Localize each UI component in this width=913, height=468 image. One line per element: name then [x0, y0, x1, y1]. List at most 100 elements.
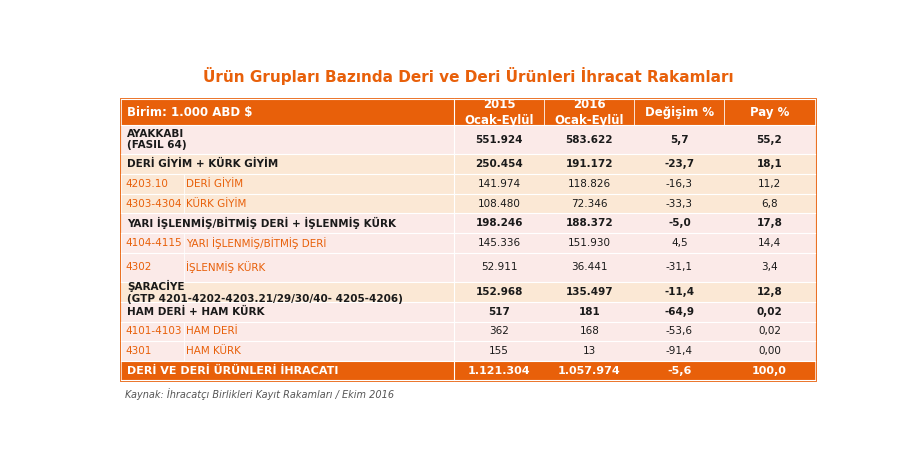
- Text: 3,4: 3,4: [761, 263, 778, 272]
- Text: 4104-4115: 4104-4115: [125, 238, 182, 248]
- FancyBboxPatch shape: [184, 253, 454, 282]
- FancyBboxPatch shape: [121, 282, 814, 302]
- FancyBboxPatch shape: [121, 253, 814, 282]
- Text: HAM KÜRK: HAM KÜRK: [186, 346, 241, 356]
- Text: 12,8: 12,8: [757, 287, 782, 297]
- FancyBboxPatch shape: [121, 253, 184, 282]
- Text: 2016
Ocak-Eylül: 2016 Ocak-Eylül: [554, 98, 624, 127]
- FancyBboxPatch shape: [121, 322, 814, 341]
- Text: 0,02: 0,02: [758, 326, 781, 336]
- FancyBboxPatch shape: [121, 99, 454, 125]
- Text: 6,8: 6,8: [761, 198, 778, 209]
- Text: 36.441: 36.441: [571, 263, 607, 272]
- Text: 11,2: 11,2: [758, 179, 782, 189]
- FancyBboxPatch shape: [544, 99, 635, 125]
- Text: Değişim %: Değişim %: [645, 106, 714, 119]
- FancyBboxPatch shape: [121, 233, 184, 253]
- FancyBboxPatch shape: [121, 99, 814, 125]
- Text: 72.346: 72.346: [571, 198, 607, 209]
- Text: 1.057.974: 1.057.974: [558, 366, 621, 376]
- FancyBboxPatch shape: [121, 322, 184, 341]
- Text: 55,2: 55,2: [757, 135, 782, 145]
- Text: 4303-4304: 4303-4304: [125, 198, 182, 209]
- FancyBboxPatch shape: [635, 99, 725, 125]
- Text: AYAKKABI
(FASIL 64): AYAKKABI (FASIL 64): [127, 129, 186, 151]
- FancyBboxPatch shape: [121, 174, 814, 194]
- Text: KÜRK GİYİM: KÜRK GİYİM: [186, 198, 247, 209]
- Text: -31,1: -31,1: [666, 263, 693, 272]
- Text: Birim: 1.000 ABD $: Birim: 1.000 ABD $: [127, 106, 252, 119]
- FancyBboxPatch shape: [121, 233, 814, 253]
- Text: 52.911: 52.911: [481, 263, 518, 272]
- Text: 198.246: 198.246: [476, 218, 523, 228]
- Text: 181: 181: [579, 307, 600, 317]
- Text: 4301: 4301: [125, 346, 152, 356]
- FancyBboxPatch shape: [184, 341, 454, 361]
- FancyBboxPatch shape: [121, 174, 184, 194]
- Text: 155: 155: [489, 346, 509, 356]
- FancyBboxPatch shape: [454, 99, 544, 125]
- Text: 152.968: 152.968: [476, 287, 523, 297]
- Text: DERİ GİYİM + KÜRK GİYİM: DERİ GİYİM + KÜRK GİYİM: [127, 159, 278, 169]
- Text: 108.480: 108.480: [477, 198, 520, 209]
- FancyBboxPatch shape: [121, 361, 814, 380]
- FancyBboxPatch shape: [184, 322, 454, 341]
- Text: 100,0: 100,0: [752, 366, 787, 376]
- Text: 14,4: 14,4: [758, 238, 782, 248]
- Text: DERİ GİYİM: DERİ GİYİM: [186, 179, 244, 189]
- Text: ŞARACİYE
(GTP 4201-4202-4203.21/29/30/40- 4205-4206): ŞARACİYE (GTP 4201-4202-4203.21/29/30/40…: [127, 280, 403, 304]
- Text: 362: 362: [489, 326, 509, 336]
- FancyBboxPatch shape: [725, 99, 814, 125]
- Text: 168: 168: [580, 326, 599, 336]
- Text: HAM DERİ + HAM KÜRK: HAM DERİ + HAM KÜRK: [127, 307, 265, 317]
- Text: Pay %: Pay %: [750, 106, 789, 119]
- FancyBboxPatch shape: [121, 194, 184, 213]
- FancyBboxPatch shape: [121, 341, 814, 361]
- Text: 188.372: 188.372: [565, 218, 613, 228]
- Text: 118.826: 118.826: [568, 179, 611, 189]
- Text: 551.924: 551.924: [476, 135, 523, 145]
- Text: YARI İŞLENMİŞ/BİTMİŞ DERİ + İŞLENMİŞ KÜRK: YARI İŞLENMİŞ/BİTMİŞ DERİ + İŞLENMİŞ KÜR…: [127, 217, 396, 229]
- Text: DERİ VE DERİ ÜRÜNLERİ İHRACATI: DERİ VE DERİ ÜRÜNLERİ İHRACATI: [127, 366, 338, 376]
- Text: -91,4: -91,4: [666, 346, 693, 356]
- FancyBboxPatch shape: [184, 194, 454, 213]
- FancyBboxPatch shape: [121, 302, 814, 322]
- FancyBboxPatch shape: [121, 154, 814, 174]
- FancyBboxPatch shape: [121, 213, 814, 233]
- Text: 583.622: 583.622: [565, 135, 613, 145]
- Text: 2015
Ocak-Eylül: 2015 Ocak-Eylül: [465, 98, 534, 127]
- Text: 191.172: 191.172: [565, 159, 613, 169]
- Text: 13: 13: [582, 346, 596, 356]
- FancyBboxPatch shape: [121, 194, 814, 213]
- Text: YARI İŞLENMİŞ/BİTMİŞ DERİ: YARI İŞLENMİŞ/BİTMİŞ DERİ: [186, 237, 327, 249]
- Text: -33,3: -33,3: [666, 198, 693, 209]
- FancyBboxPatch shape: [121, 125, 814, 154]
- Text: -11,4: -11,4: [665, 287, 695, 297]
- Text: Ürün Grupları Bazında Deri ve Deri Ürünleri İhracat Rakamları: Ürün Grupları Bazında Deri ve Deri Ürünl…: [203, 67, 733, 85]
- Text: 141.974: 141.974: [477, 179, 520, 189]
- Text: -16,3: -16,3: [666, 179, 693, 189]
- Text: 4302: 4302: [125, 263, 152, 272]
- Text: İŞLENMİŞ KÜRK: İŞLENMİŞ KÜRK: [186, 262, 266, 273]
- Text: 145.336: 145.336: [477, 238, 520, 248]
- Text: 4203.10: 4203.10: [125, 179, 168, 189]
- Text: 1.121.304: 1.121.304: [467, 366, 530, 376]
- Text: 517: 517: [488, 307, 510, 317]
- Text: -53,6: -53,6: [666, 326, 693, 336]
- Text: 18,1: 18,1: [757, 159, 782, 169]
- Text: 5,7: 5,7: [670, 135, 688, 145]
- Text: HAM DERİ: HAM DERİ: [186, 326, 238, 336]
- Text: -5,0: -5,0: [668, 218, 691, 228]
- FancyBboxPatch shape: [184, 174, 454, 194]
- Text: -64,9: -64,9: [665, 307, 695, 317]
- Text: Kaynak: İhracatçı Birlikleri Kayıt Rakamları / Ekim 2016: Kaynak: İhracatçı Birlikleri Kayıt Rakam…: [125, 388, 394, 400]
- Text: 4101-4103: 4101-4103: [125, 326, 182, 336]
- Text: -5,6: -5,6: [667, 366, 691, 376]
- Text: 17,8: 17,8: [757, 218, 782, 228]
- Text: 4,5: 4,5: [671, 238, 687, 248]
- Text: 0,00: 0,00: [758, 346, 781, 356]
- Text: -23,7: -23,7: [665, 159, 695, 169]
- Text: 151.930: 151.930: [568, 238, 611, 248]
- FancyBboxPatch shape: [121, 341, 184, 361]
- Text: 135.497: 135.497: [565, 287, 613, 297]
